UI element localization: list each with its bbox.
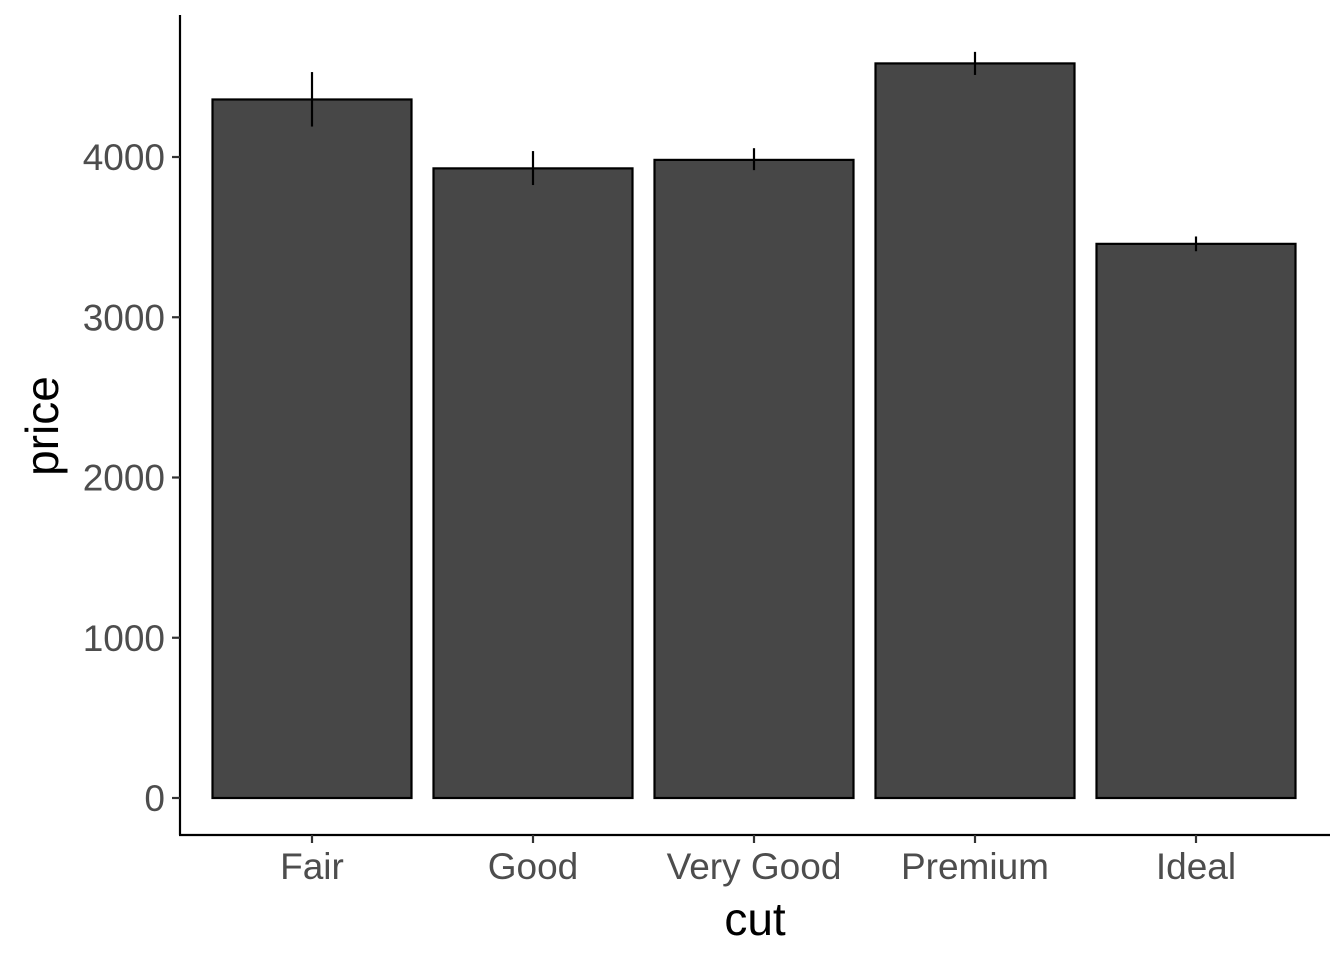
y-axis-title: price (16, 376, 68, 476)
x-tick-label: Very Good (667, 846, 842, 887)
bar-premium (874, 62, 1076, 800)
y-tick-label: 3000 (83, 297, 165, 338)
y-tick-label: 0 (144, 778, 165, 819)
bar-good (432, 167, 634, 800)
bar-very-good (653, 158, 855, 800)
x-tick-label: Premium (901, 846, 1049, 887)
y-tick-label: 2000 (83, 458, 165, 499)
bar-ideal (1095, 242, 1297, 800)
y-tick-label: 4000 (83, 137, 165, 178)
x-tick-label: Good (488, 846, 579, 887)
x-tick-label: Ideal (1156, 846, 1236, 887)
y-tick-label: 1000 (83, 618, 165, 659)
bar-fair (211, 98, 413, 800)
x-tick-label: Fair (280, 846, 344, 887)
x-axis-title: cut (724, 893, 786, 945)
